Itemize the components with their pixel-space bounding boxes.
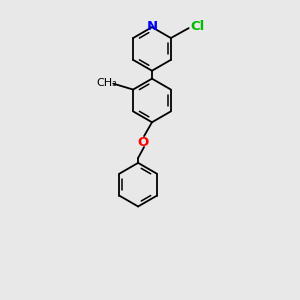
- Text: N: N: [146, 20, 158, 33]
- Text: O: O: [137, 136, 149, 148]
- Text: Cl: Cl: [190, 20, 205, 33]
- Text: CH₃: CH₃: [96, 78, 117, 88]
